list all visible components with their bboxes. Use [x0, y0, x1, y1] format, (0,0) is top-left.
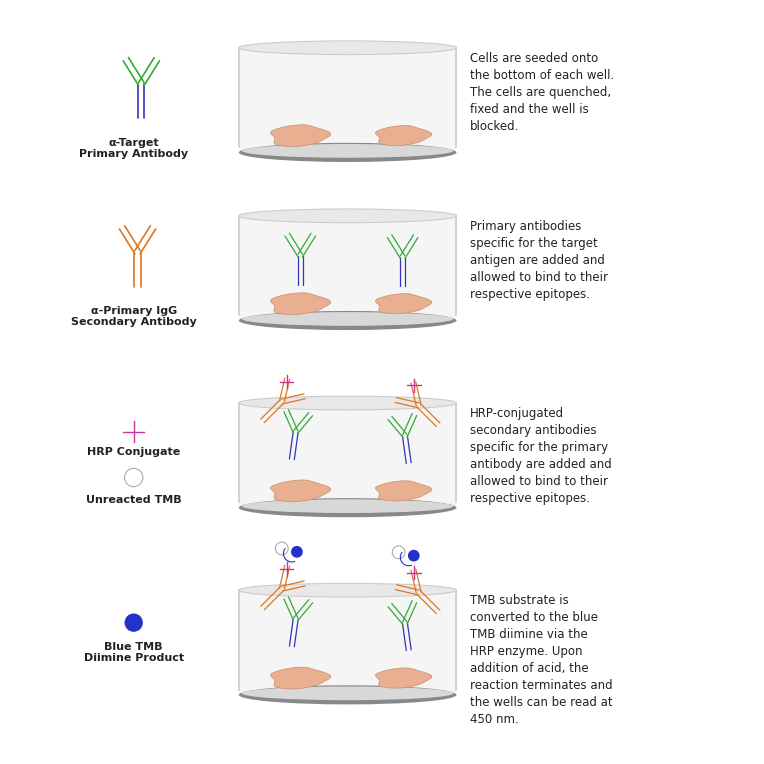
Ellipse shape [238, 143, 457, 162]
Polygon shape [270, 667, 331, 689]
Polygon shape [375, 481, 432, 501]
Ellipse shape [238, 209, 457, 222]
Ellipse shape [238, 498, 457, 517]
Polygon shape [238, 403, 457, 504]
Text: Blue TMB
Diimine Product: Blue TMB Diimine Product [83, 642, 184, 663]
Text: Cells are seeded onto
the bottom of each well.
The cells are quenched,
fixed and: Cells are seeded onto the bottom of each… [470, 52, 614, 133]
Polygon shape [238, 47, 457, 149]
Polygon shape [375, 668, 432, 688]
Ellipse shape [242, 312, 453, 325]
Polygon shape [238, 590, 457, 692]
Ellipse shape [238, 584, 457, 597]
Ellipse shape [242, 500, 453, 513]
Circle shape [291, 546, 303, 558]
Text: Unreacted TMB: Unreacted TMB [86, 495, 182, 505]
Polygon shape [375, 293, 432, 314]
Text: α-Primary IgG
Secondary Antibody: α-Primary IgG Secondary Antibody [71, 306, 196, 327]
Circle shape [408, 550, 419, 562]
Polygon shape [270, 125, 331, 147]
Ellipse shape [238, 685, 457, 704]
Text: α-Target
Primary Antibody: α-Target Primary Antibody [79, 138, 188, 159]
Text: Primary antibodies
specific for the target
antigen are added and
allowed to bind: Primary antibodies specific for the targ… [470, 220, 608, 301]
Ellipse shape [238, 396, 457, 410]
Polygon shape [270, 480, 331, 502]
Text: HRP Conjugate: HRP Conjugate [87, 447, 180, 457]
Ellipse shape [242, 686, 453, 700]
Polygon shape [270, 293, 331, 315]
Polygon shape [375, 125, 432, 146]
Polygon shape [238, 215, 457, 318]
Text: TMB substrate is
converted to the blue
TMB diimine via the
HRP enzyme. Upon
addi: TMB substrate is converted to the blue T… [470, 594, 613, 726]
Ellipse shape [238, 311, 457, 330]
Circle shape [125, 613, 143, 632]
Ellipse shape [242, 144, 453, 158]
Ellipse shape [238, 40, 457, 54]
Text: HRP-conjugated
secondary antibodies
specific for the primary
antibody are added : HRP-conjugated secondary antibodies spec… [470, 406, 612, 505]
